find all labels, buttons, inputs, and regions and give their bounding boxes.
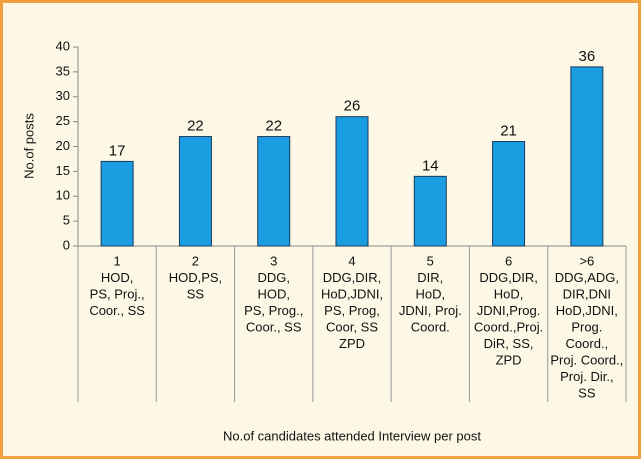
x-tick-label: HoD,JDNI, [556, 303, 618, 318]
y-tick-label: 30 [56, 88, 70, 103]
x-tick-label: Coord., [566, 336, 609, 351]
bar [570, 66, 604, 247]
x-tick-label: JDNI, Proj. [399, 303, 462, 318]
bar [257, 136, 291, 247]
y-tick-label: 5 [63, 213, 70, 228]
bar [178, 136, 212, 247]
x-tick-label: 2 [192, 253, 199, 268]
x-tick-label: HoD, [415, 286, 445, 301]
value-label: 22 [265, 118, 282, 135]
value-label: 26 [344, 98, 361, 115]
y-tick-label: 35 [56, 63, 70, 78]
x-tick-label: SS [187, 286, 205, 301]
x-tick-label: 1 [114, 253, 121, 268]
x-tick-label: DIR,DNI [563, 286, 611, 301]
x-tick-label: Proj. Coord., [550, 352, 623, 367]
x-tick-label: DIR, [417, 270, 443, 285]
x-tick-label: HoD, [494, 286, 524, 301]
x-tick-label: DDG,DIR, [479, 270, 538, 285]
value-label: 14 [422, 157, 439, 174]
x-tick-label: Coord.,Proj. [474, 319, 543, 334]
x-tick-label: Coor., SS [246, 319, 302, 334]
value-label: 17 [109, 142, 126, 159]
y-tick-label: 40 [56, 38, 70, 53]
x-tick-label: DDG, [257, 270, 290, 285]
x-tick-label: Coord. [411, 319, 450, 334]
x-tick-label: HOD, [257, 286, 290, 301]
x-tick-label: Proj. Dir., [560, 369, 613, 384]
bar [413, 175, 447, 247]
x-tick-label: PS, Prog., [244, 303, 303, 318]
y-tick-label: 25 [56, 113, 70, 128]
x-tick-label: 6 [505, 253, 512, 268]
x-tick-label: 4 [348, 253, 355, 268]
x-tick-label: HOD,PS, [169, 270, 222, 285]
y-tick-label: 10 [56, 188, 70, 203]
x-tick-label: ZPD [339, 336, 365, 351]
x-tick-label: SS [578, 385, 596, 400]
y-tick-label: 20 [56, 138, 70, 153]
bar [492, 141, 526, 247]
bar [100, 160, 134, 247]
y-tick-label: 0 [63, 237, 70, 252]
value-label: 21 [500, 122, 517, 139]
x-tick-label: JDNI,Prog. [477, 303, 541, 318]
x-tick-label: PS, Prog, [324, 303, 380, 318]
y-tick-label: 15 [56, 163, 70, 178]
x-tick-label: 3 [270, 253, 277, 268]
x-tick-label: 5 [427, 253, 434, 268]
bar [335, 116, 369, 247]
x-tick-label: >6 [579, 253, 594, 268]
x-tick-label: DDG,DIR, [323, 270, 382, 285]
x-tick-label: PS, Proj., [90, 286, 145, 301]
x-tick-label: DiR, SS, [484, 336, 534, 351]
x-tick-label: HoD,JDNI, [321, 286, 383, 301]
value-label: 36 [579, 48, 596, 65]
x-tick-label: HOD, [101, 270, 134, 285]
x-tick-label: Coor, SS [326, 319, 378, 334]
x-axis-label: No.of candidates attended Interview per … [223, 428, 481, 443]
x-tick-label: Coor., SS [89, 303, 145, 318]
x-tick-label: Prog. [571, 319, 602, 334]
value-label: 22 [187, 118, 204, 135]
x-tick-label: DDG,ADG, [555, 270, 619, 285]
y-axis-label: No.of posts [21, 113, 36, 179]
x-tick-label: ZPD [496, 352, 522, 367]
